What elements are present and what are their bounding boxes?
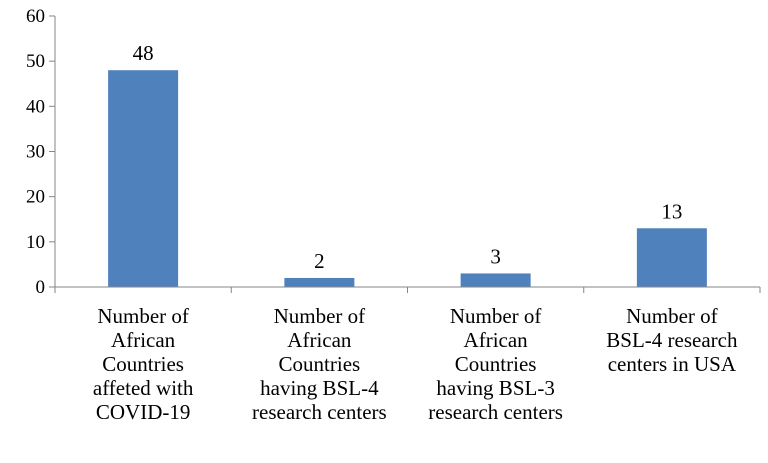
- y-tick-label: 0: [36, 277, 46, 298]
- y-tick-label: 10: [26, 232, 45, 253]
- x-category-label: Countries: [455, 352, 537, 376]
- x-category-label: COVID-19: [96, 400, 191, 424]
- bars-group: [108, 70, 707, 287]
- y-tick-label: 30: [26, 142, 45, 163]
- data-label: 48: [133, 41, 154, 65]
- data-label: 3: [490, 244, 501, 268]
- x-category-label: having BSL-4: [260, 376, 379, 400]
- x-category-label: affeted with: [93, 376, 194, 400]
- x-category-label: Number of: [274, 304, 366, 328]
- x-category-label: Number of: [450, 304, 542, 328]
- x-category-label: Number of: [97, 304, 189, 328]
- x-category-label: Countries: [102, 352, 184, 376]
- axes-group: [54, 16, 761, 293]
- x-category-label: research centers: [252, 400, 387, 424]
- x-category-label: BSL-4 research: [606, 328, 738, 352]
- data-label: 13: [661, 199, 682, 223]
- x-category-label: African: [111, 328, 176, 352]
- bar: [108, 70, 179, 287]
- bar: [460, 273, 531, 287]
- bar: [636, 228, 707, 287]
- x-category-label: centers in USA: [608, 352, 737, 376]
- x-category-label: research centers: [428, 400, 563, 424]
- data-labels-group: 48 2 3 13: [133, 41, 683, 273]
- y-axis-ticks: 0 10 20 30 40 50 60: [26, 6, 55, 298]
- x-category-label: African: [464, 328, 529, 352]
- y-tick-label: 40: [26, 96, 45, 117]
- x-category-label: having BSL-3: [436, 376, 554, 400]
- y-tick-label: 50: [26, 51, 45, 72]
- bar: [284, 277, 355, 287]
- y-tick-label: 20: [26, 187, 45, 208]
- x-category-label: Countries: [279, 352, 361, 376]
- data-label: 2: [314, 249, 325, 273]
- x-category-label: Number of: [626, 304, 718, 328]
- y-tick-label: 60: [26, 6, 45, 27]
- x-category-label: African: [287, 328, 352, 352]
